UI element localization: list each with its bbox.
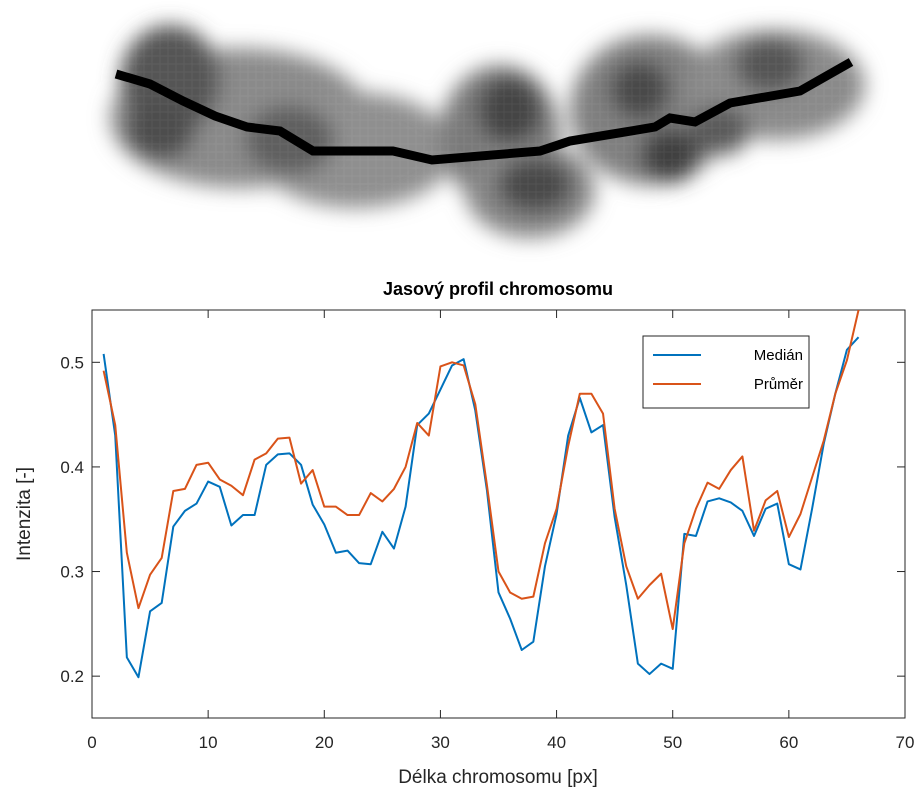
x-tick-label: 50 [663, 733, 682, 752]
chromosome-grayscale-image [100, 15, 880, 245]
x-tick-label: 40 [547, 733, 566, 752]
x-tick-label: 60 [779, 733, 798, 752]
x-tick-label: 0 [87, 733, 96, 752]
legend-box [642, 335, 810, 409]
y-tick-label: 0.4 [60, 458, 84, 477]
y-tick-label: 0.3 [60, 563, 84, 582]
y-axis-label: Intenzita [-] [14, 467, 35, 561]
series-line-mean [102, 310, 860, 631]
x-tick-label: 30 [431, 733, 450, 752]
y-tick-label: 0.2 [60, 667, 84, 686]
legend-label-mean: Průměr [754, 376, 803, 393]
x-tick-label: 20 [315, 733, 334, 752]
x-tick-label: 10 [199, 733, 218, 752]
legend-label-median: Medián [754, 347, 803, 364]
y-tick-label: 0.5 [60, 353, 84, 372]
x-axis-label: Délka chromosomu [px] [398, 767, 598, 788]
chart-title: Jasový profil chromosomu [383, 279, 613, 299]
legend: Medián Průměr [642, 335, 810, 409]
x-tick-label: 70 [896, 733, 915, 752]
